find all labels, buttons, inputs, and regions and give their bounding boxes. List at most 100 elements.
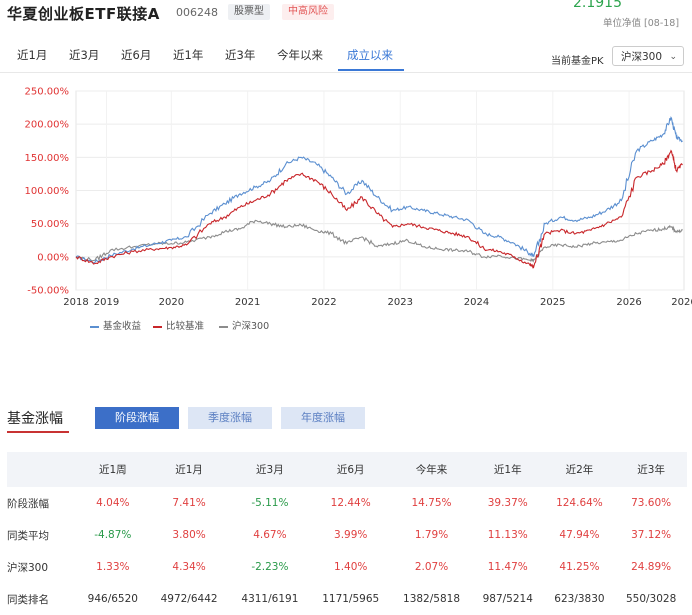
fund-name: 华夏创业板ETF联接A xyxy=(7,5,160,23)
table-cell: 4311/6191 xyxy=(241,593,299,605)
performance-chart: 250.00% 200.00% 150.00% 100.00% 50.00% 0.00% -… xyxy=(25,87,692,309)
section-title: 基金涨幅 xyxy=(7,411,63,427)
period-tabs: 近1月 近3月 近6月 近1年 近3年 今年以来 成立以来 当前基金PK 沪深3… xyxy=(0,40,692,73)
fund-header: 华夏创业板ETF联接A 006248 股票型 中高风险 2.1915 单位净值 … xyxy=(0,0,692,36)
table-cell: 987/5214 xyxy=(482,593,533,605)
section-title-underline xyxy=(7,431,69,433)
table-header-cell: 今年来 xyxy=(391,452,472,487)
table-cell: 3.99% xyxy=(334,529,368,541)
table-cell: 73.60% xyxy=(631,497,672,509)
series-line-fund xyxy=(75,116,683,264)
table-cell: 124.64% xyxy=(556,497,603,509)
table-cell: 41.25% xyxy=(559,561,600,573)
table-header-cell: 近2年 xyxy=(543,452,616,487)
x-tick-label: 2018 xyxy=(63,297,88,308)
legend-item-fund[interactable]: 基金收益 xyxy=(90,318,141,332)
nav-label: 单位净值 [08-18] xyxy=(603,18,680,29)
table-cell: 39.37% xyxy=(487,497,528,509)
stage-return-button[interactable]: 阶段涨幅 xyxy=(95,407,179,429)
table-header-cell: 近1月 xyxy=(148,452,230,487)
legend-label-hs300: 沪深300 xyxy=(232,321,270,332)
x-tick-label: 2024 xyxy=(464,297,489,308)
x-tick-label: 2021 xyxy=(235,297,260,308)
table-header-cell: 近1周 xyxy=(77,452,149,487)
table-cell: 4972/6442 xyxy=(160,593,218,605)
tab-ytd[interactable]: 今年以来 xyxy=(277,48,323,62)
legend-swatch-hs300 xyxy=(219,325,228,328)
table-header-cell: 近3月 xyxy=(229,452,311,487)
legend-label-benchmark: 比较基准 xyxy=(166,321,205,332)
performance-table: 近1周 近1月 近3月 近6月 今年来 近1年 近2年 近3年 阶段涨幅 4.04… xyxy=(7,452,687,615)
tab-3y[interactable]: 近3年 xyxy=(225,48,256,62)
table-cell: 11.13% xyxy=(487,529,528,541)
table-cell: 2.07% xyxy=(414,561,449,573)
table-cell: 4.34% xyxy=(172,561,206,573)
pk-label: 当前基金PK xyxy=(551,56,604,67)
y-tick-label: -50.00% xyxy=(27,286,69,297)
risk-level-tag: 中高风险 xyxy=(282,4,334,20)
table-cell: 946/6520 xyxy=(87,593,138,605)
tab-6m[interactable]: 近6月 xyxy=(121,48,152,62)
x-tick-label: 2023 xyxy=(387,297,412,308)
x-tick-label: 2019 xyxy=(94,297,119,308)
table-cell: -2.23% xyxy=(251,561,289,573)
x-tick-label: 2026 xyxy=(616,297,641,308)
table-row-label: 阶段涨幅 xyxy=(7,497,49,510)
y-tick-label: 150.00% xyxy=(25,153,70,164)
table-cell: 1382/5818 xyxy=(403,593,460,605)
x-tick-label: 2026 xyxy=(671,297,692,308)
table-row: 阶段涨幅 4.04% 7.41% -5.11% 12.44% 14.75% 39.37% 12… xyxy=(7,487,687,519)
legend-swatch-fund xyxy=(90,325,99,328)
table-cell: 7.41% xyxy=(172,497,206,509)
tab-1m[interactable]: 近1月 xyxy=(17,48,48,62)
table-row: 同类平均 -4.87% 3.80% 4.67% 3.99% 1.79% 11.13% 47.9… xyxy=(7,519,687,551)
table-cell: 14.75% xyxy=(411,497,452,509)
quarterly-return-button[interactable]: 季度涨幅 xyxy=(188,407,272,429)
table-cell: 1.79% xyxy=(414,529,449,541)
table-cell: 3.80% xyxy=(172,529,206,541)
tab-1y[interactable]: 近1年 xyxy=(173,48,204,62)
y-tick-label: 0.00% xyxy=(37,252,69,263)
x-tick-label: 2025 xyxy=(540,297,565,308)
annual-return-button[interactable]: 年度涨幅 xyxy=(281,407,365,429)
table-cell: 24.89% xyxy=(631,561,672,573)
legend-label-fund: 基金收益 xyxy=(103,321,142,332)
tab-3m[interactable]: 近3月 xyxy=(69,48,100,62)
table-cell: 1.33% xyxy=(96,561,130,573)
y-tick-label: 250.00% xyxy=(25,87,70,98)
x-tick-label: 2022 xyxy=(311,297,336,308)
fund-code: 006248 xyxy=(176,6,218,19)
chevron-down-icon: ⌄ xyxy=(669,52,677,62)
y-tick-label: 100.00% xyxy=(25,186,70,197)
series-line-hs300 xyxy=(75,219,683,263)
table-header-row: 近1周 近1月 近3月 近6月 今年来 近1年 近2年 近3年 xyxy=(7,452,687,487)
table-cell: 623/3830 xyxy=(554,593,605,605)
table-cell: 47.94% xyxy=(559,529,600,541)
table-header-cell: 近3年 xyxy=(615,452,687,487)
series-line-benchmark xyxy=(75,149,683,269)
legend-item-benchmark[interactable]: 比较基准 xyxy=(153,318,204,332)
table-cell: 4.04% xyxy=(96,497,130,509)
fund-type-tag: 股票型 xyxy=(228,4,270,20)
active-tab-underline xyxy=(338,69,404,71)
table-cell: 1171/5965 xyxy=(322,593,380,605)
nav-value: 2.1915 xyxy=(573,0,622,11)
table-header-cell xyxy=(7,452,77,487)
legend-item-hs300[interactable]: 沪深300 xyxy=(219,318,269,332)
table-cell: -5.11% xyxy=(251,497,289,509)
table-header-cell: 近6月 xyxy=(310,452,392,487)
table-cell: -4.87% xyxy=(94,529,132,541)
table-row-label: 沪深300 xyxy=(7,561,49,574)
table-row-label: 同类排名 xyxy=(7,593,49,606)
y-tick-label: 200.00% xyxy=(25,120,70,131)
table-cell: 1.40% xyxy=(334,561,368,573)
table-cell: 550/3028 xyxy=(625,593,677,605)
pk-selected-value: 沪深300 xyxy=(621,51,663,63)
legend-swatch-benchmark xyxy=(153,325,162,328)
table-cell: 37.12% xyxy=(631,529,672,541)
table-row: 沪深300 1.33% 4.34% -2.23% 1.40% 2.07% 11.47% 41.… xyxy=(7,551,687,583)
pk-benchmark-select[interactable]: 沪深300 ⌄ xyxy=(612,46,684,66)
table-cell: 12.44% xyxy=(330,497,371,509)
tab-since-inception[interactable]: 成立以来 xyxy=(347,48,393,62)
table-row: 同类排名 946/6520 4972/6442 4311/6191 1171/5965 1… xyxy=(7,583,687,615)
